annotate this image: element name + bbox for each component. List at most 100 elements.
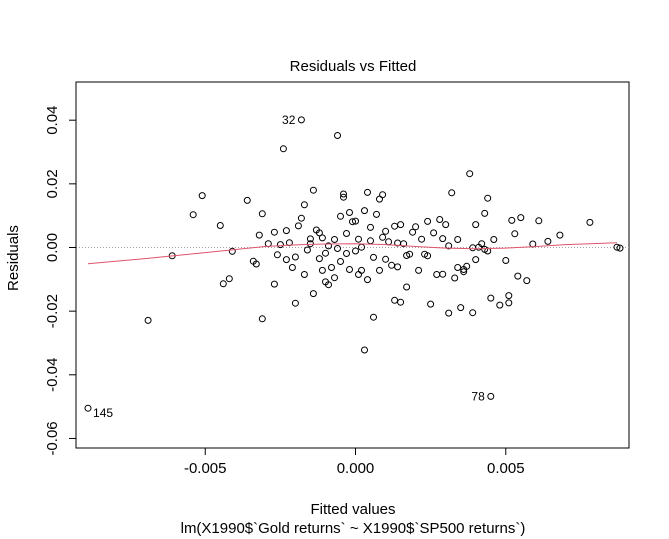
residual-point	[337, 258, 344, 265]
x-axis: -0.005 0.000 0.005	[184, 447, 525, 477]
residual-point	[517, 214, 525, 222]
residual-point	[379, 233, 387, 241]
residual-point	[243, 196, 251, 204]
residual-point	[427, 300, 435, 308]
residual-point	[352, 247, 359, 255]
residual-point	[586, 218, 594, 226]
residual-point	[315, 255, 323, 263]
residual-point	[144, 316, 152, 324]
residual-point	[346, 209, 353, 216]
y-tick-label: 0.00	[44, 233, 61, 262]
residual-point	[364, 188, 371, 196]
residual-point	[370, 313, 377, 321]
residual-point	[219, 280, 227, 288]
y-tick-label: -0.04	[44, 358, 61, 392]
residual-point	[535, 217, 543, 225]
residual-point	[394, 263, 402, 271]
residual-point	[469, 309, 477, 317]
residual-point	[334, 245, 341, 252]
residual-point	[349, 218, 356, 226]
residual-point	[273, 251, 281, 259]
residual-point	[216, 222, 224, 229]
residual-point	[328, 264, 335, 271]
chart-title: Residuals vs Fitted	[290, 58, 417, 75]
residual-point	[270, 280, 278, 288]
residual-point	[418, 235, 426, 243]
residual-point	[343, 230, 350, 237]
y-tick-label: 0.02	[44, 169, 61, 198]
residual-point	[454, 236, 462, 243]
residual-point	[270, 228, 278, 236]
residual-point	[424, 217, 432, 225]
residual-point	[279, 145, 287, 153]
residual-point	[373, 210, 380, 218]
residual-point	[300, 271, 308, 278]
residual-point	[376, 266, 383, 274]
residual-point	[436, 216, 444, 223]
residual-point	[484, 247, 492, 255]
residual-point	[84, 404, 92, 412]
residual-point	[228, 247, 236, 255]
residual-point	[291, 299, 299, 307]
residual-point	[309, 186, 317, 194]
residual-point	[496, 301, 504, 309]
residual-point	[325, 242, 332, 250]
residual-point	[258, 210, 266, 218]
residual-point	[403, 283, 411, 291]
residual-point	[337, 212, 344, 220]
residual-point	[439, 235, 447, 243]
residual-point	[382, 227, 390, 235]
residual-point	[300, 201, 308, 209]
residual-point	[225, 275, 233, 283]
residual-point	[325, 281, 332, 289]
residual-point	[430, 229, 438, 237]
residual-point	[367, 223, 374, 231]
residual-point	[445, 309, 453, 317]
residual-point	[454, 264, 462, 271]
residual-point	[322, 249, 329, 257]
residual-point	[445, 242, 453, 250]
x-tick-label: 0.005	[487, 460, 525, 477]
residual-point	[355, 235, 362, 243]
residual-point	[544, 237, 552, 245]
residual-point	[451, 274, 459, 282]
residual-point	[331, 236, 338, 243]
residual-point	[511, 230, 519, 238]
residual-point	[523, 277, 531, 285]
residual-point	[343, 250, 350, 257]
residual-point	[282, 227, 290, 235]
residual-point	[282, 256, 290, 264]
plot-area: 32 145 78	[76, 113, 629, 420]
residual-point	[487, 294, 495, 302]
residual-point	[508, 216, 516, 224]
residual-point	[297, 214, 305, 222]
residual-point	[318, 234, 326, 242]
residual-point	[400, 240, 408, 248]
residual-point	[616, 244, 624, 252]
y-tick-label: -0.02	[44, 294, 61, 328]
residual-point	[490, 236, 498, 243]
residual-point	[364, 276, 371, 284]
outlier-label: 145	[93, 406, 113, 420]
residual-point	[409, 228, 417, 236]
residual-point	[397, 221, 405, 229]
residual-point	[478, 240, 486, 248]
y-axis-label: Residuals	[5, 225, 22, 291]
residual-point	[424, 252, 432, 260]
residual-point	[276, 241, 284, 249]
residual-point	[255, 231, 263, 239]
residual-point	[439, 270, 447, 278]
residual-point	[613, 243, 621, 251]
residual-point	[412, 223, 420, 231]
residual-point	[502, 257, 510, 264]
residual-point	[472, 221, 480, 229]
residual-point	[415, 266, 423, 274]
residual-point	[457, 304, 465, 312]
residual-point	[481, 209, 489, 217]
residual-point	[306, 240, 314, 248]
residual-point	[379, 191, 387, 199]
residual-point	[294, 222, 302, 230]
x-axis-label: Fitted values	[310, 501, 395, 518]
residual-point	[391, 296, 399, 304]
